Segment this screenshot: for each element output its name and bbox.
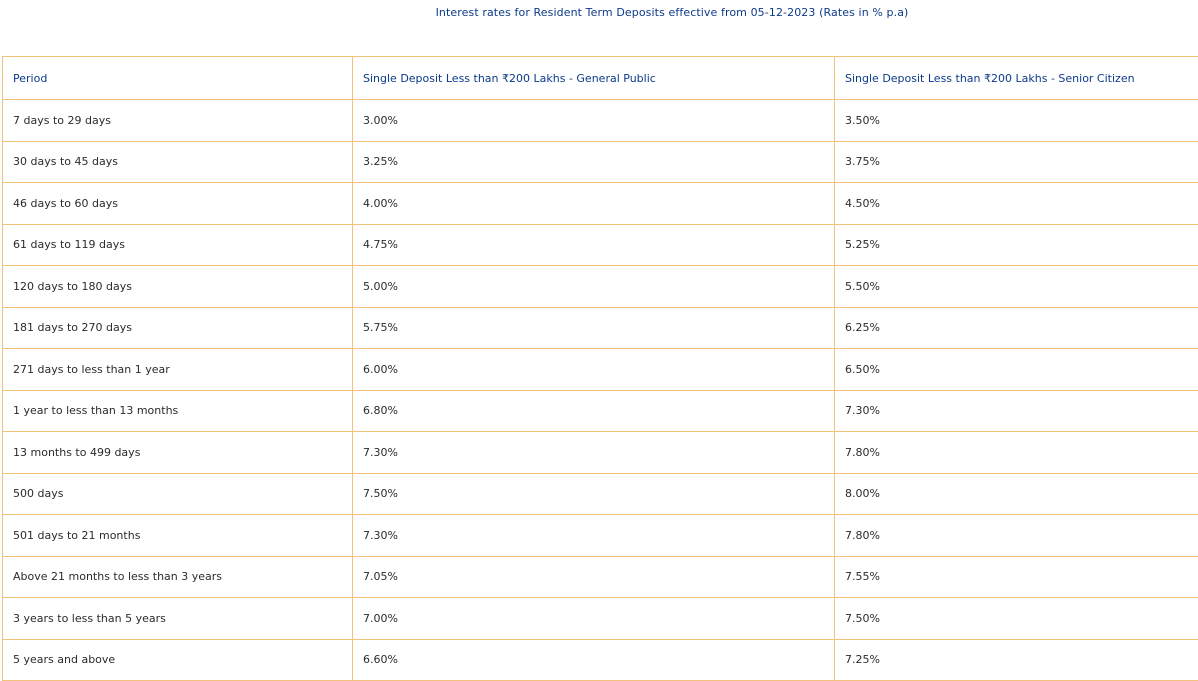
table-header-row: Period Single Deposit Less than ₹200 Lak… xyxy=(3,57,1198,100)
senior-rate-cell: 7.55% xyxy=(835,556,1198,598)
table-row: 13 months to 499 days 7.30% 7.80% xyxy=(3,432,1198,474)
general-rate-cell: 5.75% xyxy=(353,307,835,349)
period-cell: 7 days to 29 days xyxy=(3,100,353,142)
header-period: Period xyxy=(3,57,353,100)
header-general-public: Single Deposit Less than ₹200 Lakhs - Ge… xyxy=(353,57,835,100)
period-cell: 1 year to less than 13 months xyxy=(3,390,353,432)
period-cell: 3 years to less than 5 years xyxy=(3,598,353,640)
general-rate-cell: 7.30% xyxy=(353,515,835,557)
table-row: Above 21 months to less than 3 years 7.0… xyxy=(3,556,1198,598)
general-rate-cell: 7.05% xyxy=(353,556,835,598)
period-cell: 13 months to 499 days xyxy=(3,432,353,474)
senior-rate-cell: 3.50% xyxy=(835,100,1198,142)
interest-rates-table: Period Single Deposit Less than ₹200 Lak… xyxy=(2,56,1198,681)
senior-rate-cell: 3.75% xyxy=(835,141,1198,183)
general-rate-cell: 7.30% xyxy=(353,432,835,474)
senior-rate-cell: 4.50% xyxy=(835,183,1198,225)
general-rate-cell: 4.00% xyxy=(353,183,835,225)
senior-rate-cell: 5.50% xyxy=(835,266,1198,308)
period-cell: 271 days to less than 1 year xyxy=(3,349,353,391)
senior-rate-cell: 7.25% xyxy=(835,639,1198,681)
general-rate-cell: 7.50% xyxy=(353,473,835,515)
period-cell: 181 days to 270 days xyxy=(3,307,353,349)
senior-rate-cell: 7.80% xyxy=(835,515,1198,557)
table-row: 7 days to 29 days 3.00% 3.50% xyxy=(3,100,1198,142)
table-row: 46 days to 60 days 4.00% 4.50% xyxy=(3,183,1198,225)
general-rate-cell: 3.25% xyxy=(353,141,835,183)
senior-rate-cell: 7.30% xyxy=(835,390,1198,432)
general-rate-cell: 3.00% xyxy=(353,100,835,142)
period-cell: 61 days to 119 days xyxy=(3,224,353,266)
table-row: 120 days to 180 days 5.00% 5.50% xyxy=(3,266,1198,308)
senior-rate-cell: 7.80% xyxy=(835,432,1198,474)
senior-rate-cell: 5.25% xyxy=(835,224,1198,266)
senior-rate-cell: 6.25% xyxy=(835,307,1198,349)
table-row: 271 days to less than 1 year 6.00% 6.50% xyxy=(3,349,1198,391)
general-rate-cell: 6.60% xyxy=(353,639,835,681)
general-rate-cell: 6.00% xyxy=(353,349,835,391)
table-row: 181 days to 270 days 5.75% 6.25% xyxy=(3,307,1198,349)
senior-rate-cell: 7.50% xyxy=(835,598,1198,640)
table-row: 61 days to 119 days 4.75% 5.25% xyxy=(3,224,1198,266)
table-row: 5 years and above 6.60% 7.25% xyxy=(3,639,1198,681)
senior-rate-cell: 8.00% xyxy=(835,473,1198,515)
general-rate-cell: 5.00% xyxy=(353,266,835,308)
table-row: 1 year to less than 13 months 6.80% 7.30… xyxy=(3,390,1198,432)
period-cell: 500 days xyxy=(3,473,353,515)
general-rate-cell: 4.75% xyxy=(353,224,835,266)
period-cell: 120 days to 180 days xyxy=(3,266,353,308)
general-rate-cell: 7.00% xyxy=(353,598,835,640)
header-senior-citizen: Single Deposit Less than ₹200 Lakhs - Se… xyxy=(835,57,1198,100)
table-row: 3 years to less than 5 years 7.00% 7.50% xyxy=(3,598,1198,640)
general-rate-cell: 6.80% xyxy=(353,390,835,432)
table-row: 500 days 7.50% 8.00% xyxy=(3,473,1198,515)
period-cell: 46 days to 60 days xyxy=(3,183,353,225)
page-title: Interest rates for Resident Term Deposit… xyxy=(0,6,1198,19)
period-cell: Above 21 months to less than 3 years xyxy=(3,556,353,598)
period-cell: 30 days to 45 days xyxy=(3,141,353,183)
period-cell: 5 years and above xyxy=(3,639,353,681)
table-row: 30 days to 45 days 3.25% 3.75% xyxy=(3,141,1198,183)
period-cell: 501 days to 21 months xyxy=(3,515,353,557)
senior-rate-cell: 6.50% xyxy=(835,349,1198,391)
table-row: 501 days to 21 months 7.30% 7.80% xyxy=(3,515,1198,557)
